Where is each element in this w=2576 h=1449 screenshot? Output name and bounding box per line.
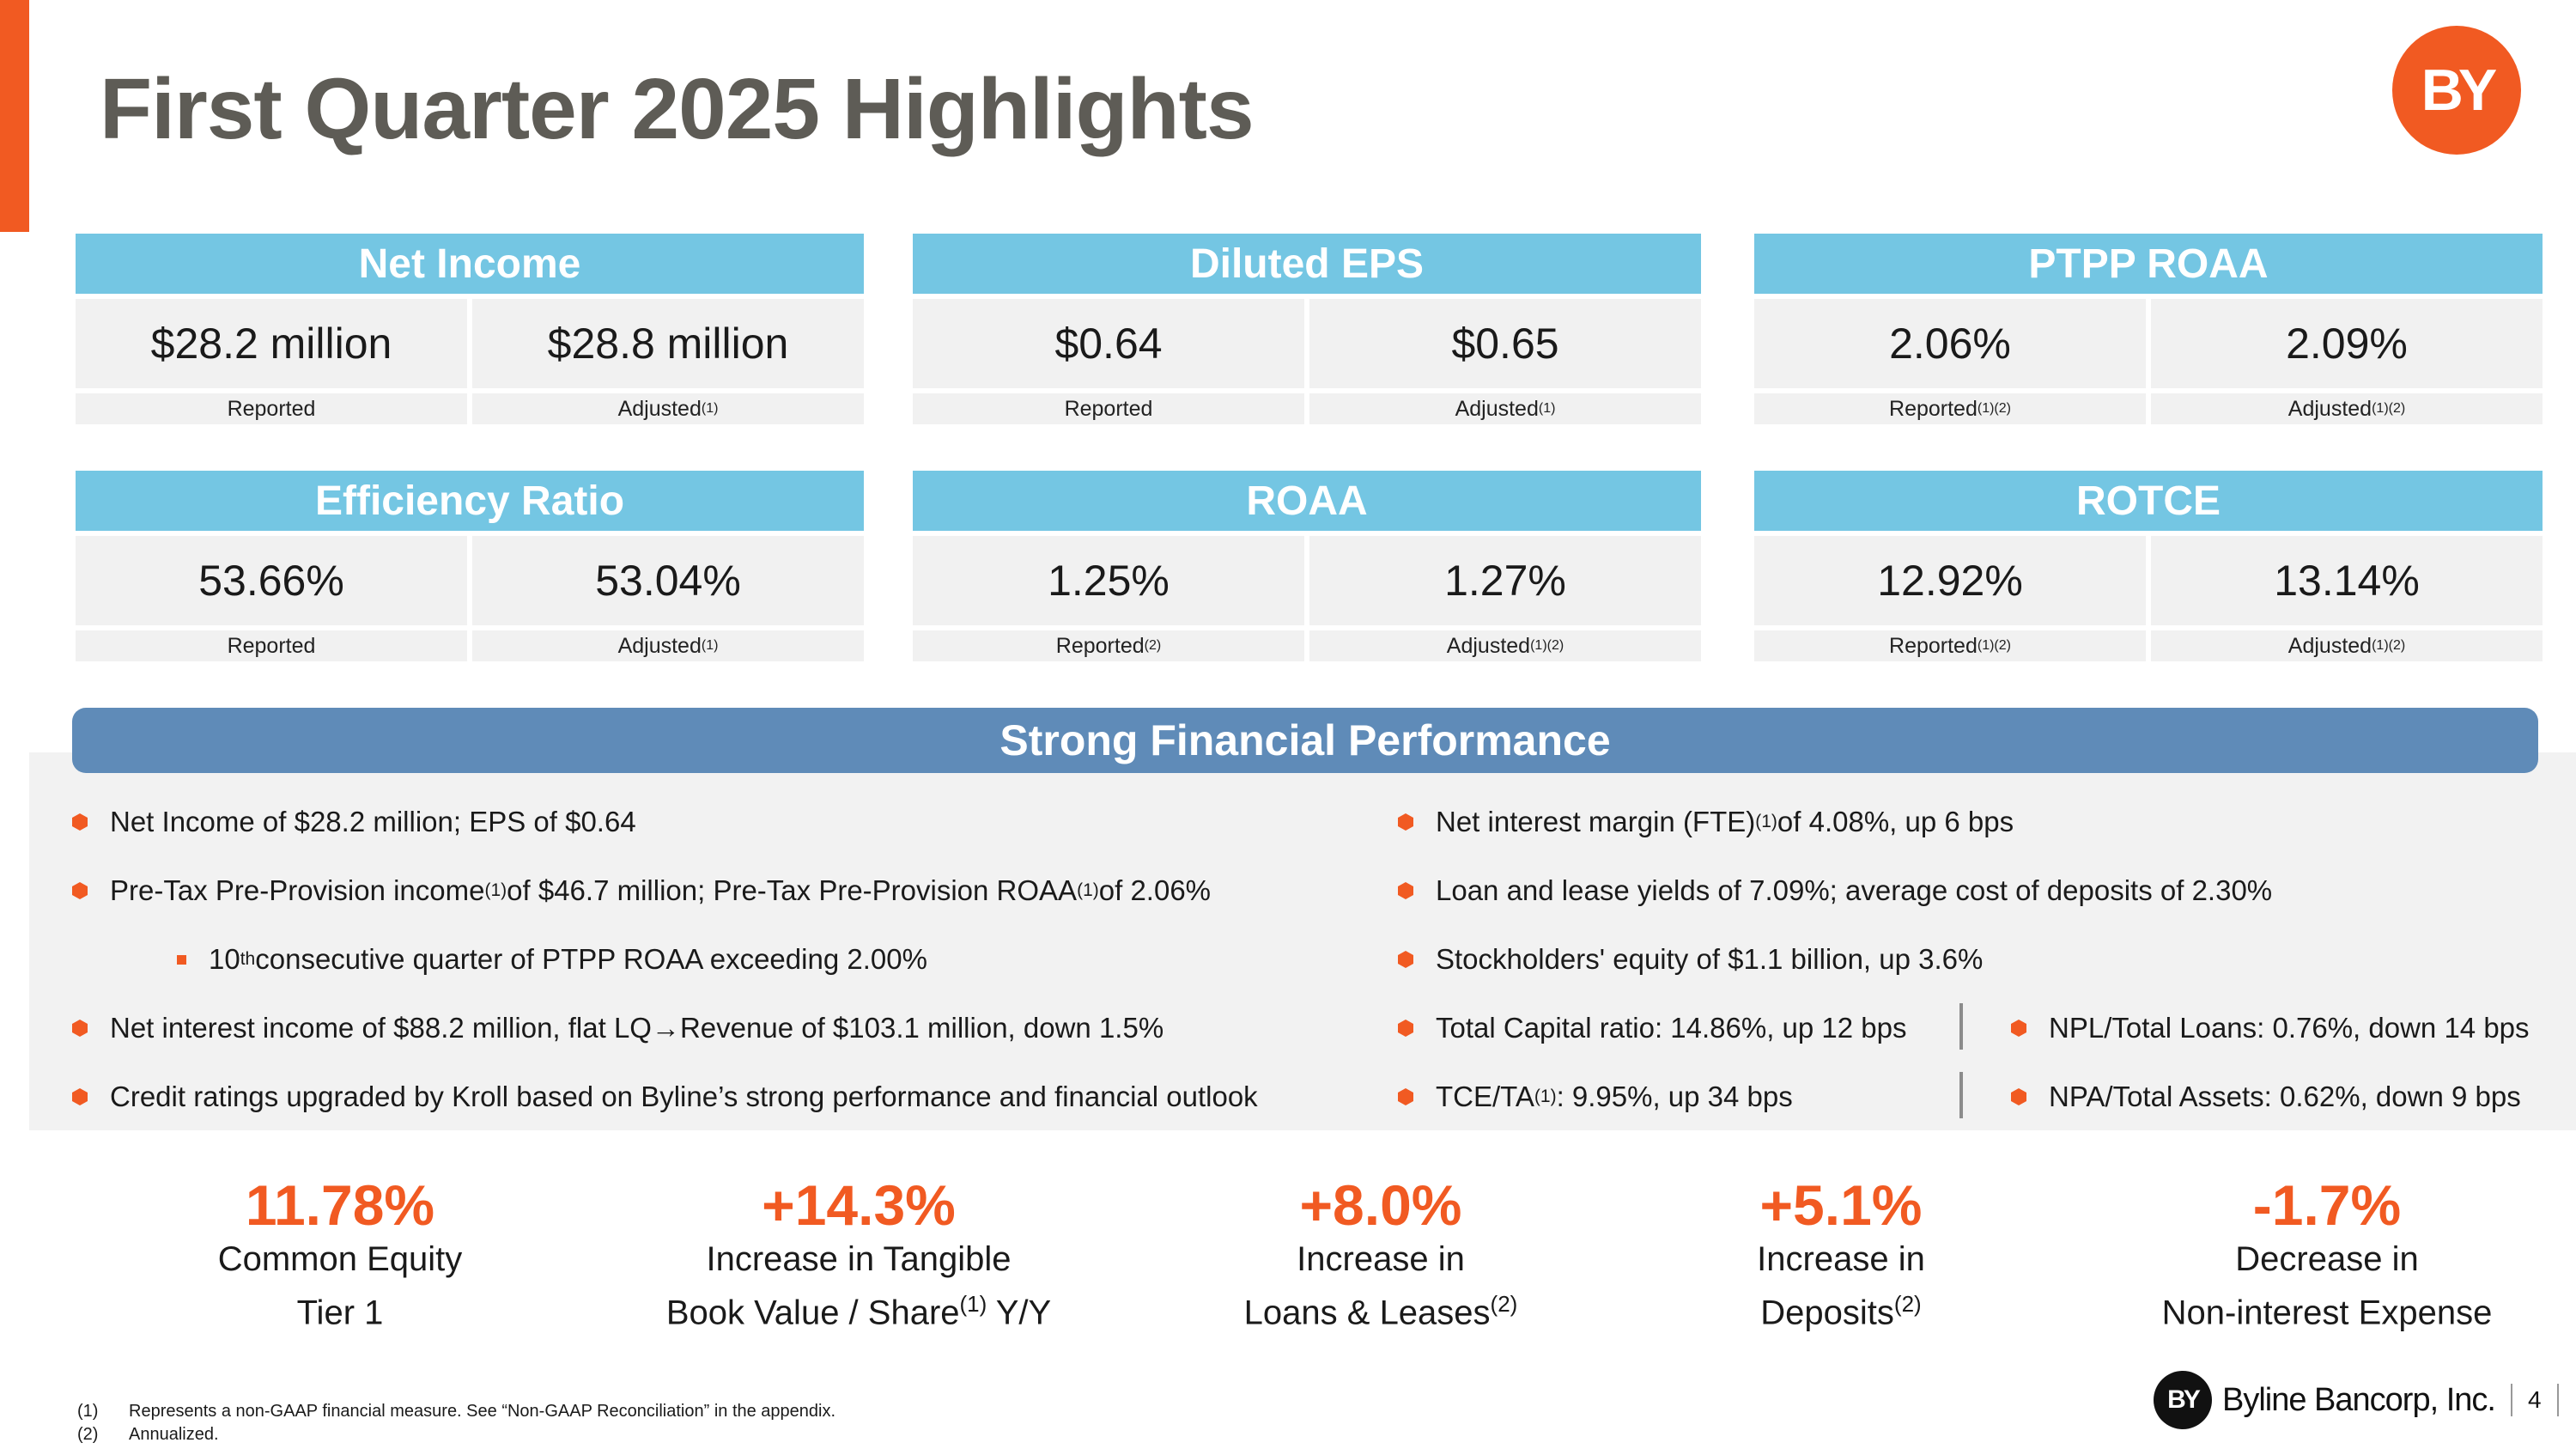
stat-deposits: +5.1% Increase in Deposits(2): [1618, 1173, 2064, 1335]
metric-adjusted-label: Adjusted (1): [1309, 393, 1701, 424]
metric-net-income: Net Income $28.2 million $28.8 million R…: [76, 234, 864, 424]
page-number-divider: [2556, 1384, 2559, 1416]
stat-value: +5.1%: [1759, 1173, 1923, 1237]
brand-name: Byline Bancorp, Inc.: [2222, 1381, 2496, 1418]
metric-adjusted-label: Adjusted (1)(2): [2151, 393, 2543, 424]
hexagon-bullet-icon: [72, 1088, 88, 1105]
stat-description: Common Equity Tier 1: [217, 1240, 463, 1332]
metric-adjusted-value: 2.09%: [2151, 299, 2543, 388]
metric-reported-value: $28.2 million: [76, 299, 467, 388]
hexagon-bullet-icon: [1398, 1088, 1413, 1105]
bullet-total-capital-ratio: Total Capital ratio: 14.86%, up 12 bps: [1398, 1012, 1907, 1044]
metric-adjusted-label: Adjusted (1): [472, 393, 864, 424]
stat-tangible-book-value: +14.3% Increase in Tangible Book Value / …: [635, 1173, 1082, 1335]
page-number-divider: [2510, 1384, 2512, 1416]
metric-reported-value: 2.06%: [1754, 299, 2146, 388]
page-title: First Quarter 2025 Highlights: [100, 61, 1255, 157]
metric-ptpp-roaa: PTPP ROAA 2.06% 2.09% Reported (1)(2) Adj…: [1754, 234, 2543, 424]
metric-adjusted-value: $0.65: [1309, 299, 1701, 388]
metric-adjusted-value: $28.8 million: [472, 299, 864, 388]
bullet-net-interest-income: Net interest income of $88.2 million, fl…: [72, 1012, 1163, 1044]
section-banner: Strong Financial Performance: [72, 708, 2538, 773]
stat-value: 11.78%: [245, 1173, 435, 1237]
metric-title: PTPP ROAA: [1754, 234, 2543, 294]
bullet-pretax-income: Pre-Tax Pre-Provision income (1) of $46.…: [72, 874, 1211, 907]
hexagon-bullet-icon: [1398, 951, 1413, 968]
metric-reported-value: 12.92%: [1754, 536, 2146, 625]
metric-rotce: ROTCE 12.92% 13.14% Reported (1)(2) Adjus…: [1754, 471, 2543, 661]
footnote: (2) Annualized.: [77, 1425, 219, 1444]
byline-logo-badge: BY: [2392, 26, 2521, 155]
stat-value: +14.3%: [762, 1173, 956, 1237]
hexagon-bullet-icon: [1398, 813, 1413, 831]
metric-reported-label: Reported (2): [913, 630, 1304, 661]
bullet-tce-ta: TCE/TA (1): 9.95%, up 34 bps: [1398, 1081, 1793, 1113]
column-divider: [1959, 1072, 1963, 1118]
stat-value: +8.0%: [1299, 1173, 1462, 1237]
stat-loans-leases: +8.0% Increase in Loans & Leases(2): [1157, 1173, 1604, 1335]
stat-description: Increase in Deposits(2): [1757, 1240, 1925, 1332]
hexagon-bullet-icon: [72, 1020, 88, 1037]
metric-reported-value: 1.25%: [913, 536, 1304, 625]
metric-title: Efficiency Ratio: [76, 471, 864, 531]
bullet-net-interest-margin: Net interest margin (FTE) (1) of 4.08%, u…: [1398, 806, 2014, 838]
hexagon-bullet-icon: [2011, 1088, 2026, 1105]
bullet-npl-total-loans: NPL/Total Loans: 0.76%, down 14 bps: [2011, 1012, 2530, 1044]
metric-efficiency-ratio: Efficiency Ratio 53.66% 53.04% Reported …: [76, 471, 864, 661]
metric-adjusted-value: 1.27%: [1309, 536, 1701, 625]
hexagon-bullet-icon: [1398, 1020, 1413, 1037]
bullet-net-income: Net Income of $28.2 million; EPS of $0.6…: [72, 806, 636, 838]
bullet-credit-ratings: Credit ratings upgraded by Kroll based o…: [72, 1081, 1258, 1113]
metric-title: Diluted EPS: [913, 234, 1701, 294]
stat-description: Increase in Tangible Book Value / Share(1…: [665, 1240, 1052, 1332]
metric-title: ROAA: [913, 471, 1701, 531]
metric-reported-label: Reported: [76, 630, 467, 661]
stat-value: -1.7%: [2252, 1173, 2402, 1237]
bullet-stockholders-equity: Stockholders' equity of $1.1 billion, up…: [1398, 943, 1983, 976]
byline-logo-icon: BY: [2154, 1371, 2212, 1429]
metric-title: Net Income: [76, 234, 864, 294]
metric-reported-label: Reported (1)(2): [1754, 630, 2146, 661]
metric-adjusted-label: Adjusted (1)(2): [1309, 630, 1701, 661]
metric-adjusted-value: 13.14%: [2151, 536, 2543, 625]
metric-diluted-eps: Diluted EPS $0.64 $0.65 Reported Adjuste…: [913, 234, 1701, 424]
metric-reported-label: Reported: [913, 393, 1304, 424]
stat-description: Decrease in Non-interest Expense: [2161, 1240, 2493, 1332]
column-divider: [1959, 1003, 1963, 1050]
metric-adjusted-value: 53.04%: [472, 536, 864, 625]
arrow-right-icon: →: [651, 1012, 680, 1044]
stat-cet1: 11.78% Common Equity Tier 1: [117, 1173, 563, 1335]
stat-non-interest-expense: -1.7% Decrease in Non-interest Expense: [2104, 1173, 2550, 1335]
bullet-npa-total-assets: NPA/Total Assets: 0.62%, down 9 bps: [2011, 1081, 2521, 1113]
performance-panel: [29, 752, 2576, 1130]
hexagon-bullet-icon: [72, 882, 88, 899]
metric-reported-label: Reported: [76, 393, 467, 424]
bullet-loan-yields: Loan and lease yields of 7.09%; average …: [1398, 874, 2272, 907]
hexagon-bullet-icon: [72, 813, 88, 831]
metric-reported-label: Reported (1)(2): [1754, 393, 2146, 424]
hexagon-bullet-icon: [1398, 882, 1413, 899]
hexagon-bullet-icon: [2011, 1020, 2026, 1037]
metric-adjusted-label: Adjusted (1): [472, 630, 864, 661]
footnotes: (1) Represents a non-GAAP financial measu…: [77, 1400, 835, 1446]
brand-footer: BY Byline Bancorp, Inc. 4: [2154, 1371, 2574, 1429]
accent-bar: [0, 0, 29, 232]
metric-reported-value: 53.66%: [76, 536, 467, 625]
page-number: 4: [2527, 1386, 2542, 1413]
footnote: (1) Represents a non-GAAP financial measu…: [77, 1402, 836, 1421]
metric-roaa: ROAA 1.25% 1.27% Reported (2) Adjusted (1)…: [913, 471, 1701, 661]
stat-description: Increase in Loans & Leases(2): [1243, 1240, 1518, 1332]
metric-adjusted-label: Adjusted (1)(2): [2151, 630, 2543, 661]
metric-reported-value: $0.64: [913, 299, 1304, 388]
square-bullet-icon: [177, 954, 186, 965]
metric-title: ROTCE: [1754, 471, 2543, 531]
